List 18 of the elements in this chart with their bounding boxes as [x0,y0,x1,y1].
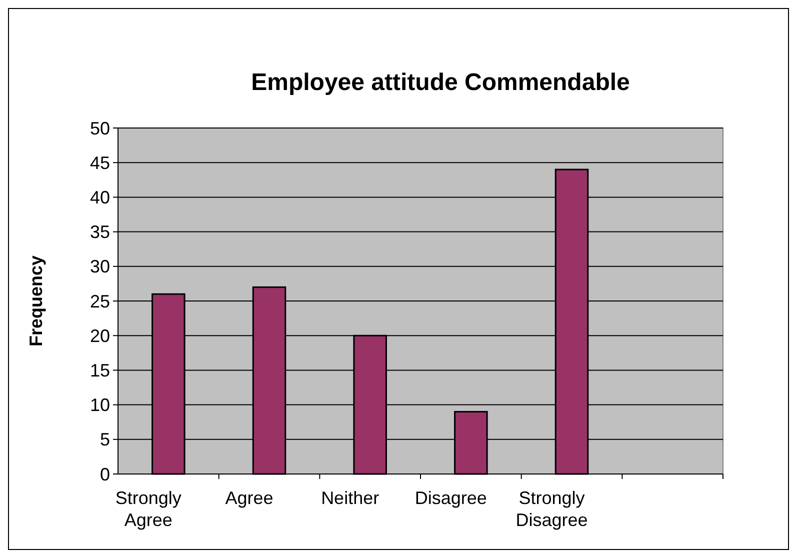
y-tick-label: 50 [90,118,110,138]
y-tick-label: 30 [90,256,110,277]
y-tick-label: 10 [90,395,110,416]
y-tick-label: 25 [90,291,110,312]
y-axis-title: Frequency [26,255,46,347]
y-tick-label: 0 [100,464,110,484]
x-tick-label: Neither [321,488,380,508]
x-tick-label: Disagree [414,488,487,508]
y-tick-label: 45 [90,152,110,173]
y-tick-label: 35 [90,222,110,242]
y-tick-label: 40 [90,188,110,208]
y-tick-label: 15 [90,360,110,380]
x-tick-label: Strongly Agree [115,488,182,530]
chart-title: Employee attitude Commendable [251,69,630,96]
x-tick-label: Agree [225,488,274,508]
y-tick-label: 5 [100,430,110,450]
x-tick-label: Strongly Disagree [516,488,588,530]
y-tick-label: 20 [90,326,110,346]
